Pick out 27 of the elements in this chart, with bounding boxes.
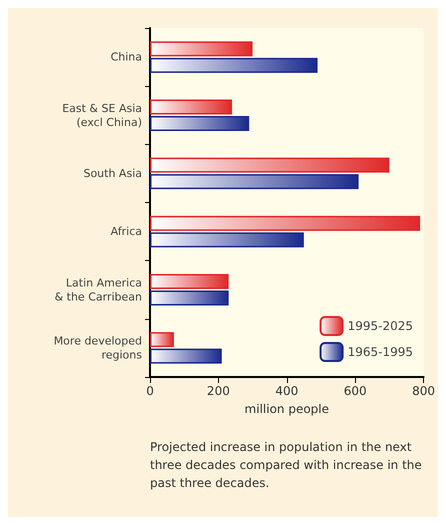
- bar: [150, 58, 318, 73]
- x-axis-title: million people: [244, 402, 330, 416]
- bar: [150, 174, 359, 190]
- y-tick-label: Latin America & the Carribean: [54, 276, 142, 304]
- bar: [150, 348, 222, 364]
- x-tick-label: 600: [344, 384, 367, 398]
- bar: [150, 41, 253, 56]
- bar: [150, 290, 229, 306]
- text: Projected increase in population in the next three decades compared with increase in the past three decades.: [150, 440, 426, 490]
- legend-label: 1965-1995: [348, 345, 414, 359]
- bar: [150, 158, 390, 173]
- y-tick-label: More developed regions: [54, 334, 142, 362]
- bar: [150, 232, 304, 248]
- y-tick-label: East & SE Asia (excl China): [62, 102, 142, 129]
- x-tick-label: 400: [275, 384, 298, 398]
- y-tick-label: China: [110, 50, 142, 64]
- legend-label: 1995-2025: [348, 319, 414, 333]
- y-tick-label: Africa: [110, 225, 142, 238]
- bar: [150, 116, 250, 131]
- x-tick-label: 800: [412, 384, 435, 398]
- bar: [150, 332, 174, 348]
- x-tick-label: 200: [206, 384, 230, 398]
- y-tick-label: South Asia: [83, 166, 142, 180]
- x-tick-label: 0: [146, 384, 154, 398]
- bar: [150, 216, 420, 231]
- bar: [150, 274, 229, 289]
- bar: [150, 100, 232, 114]
